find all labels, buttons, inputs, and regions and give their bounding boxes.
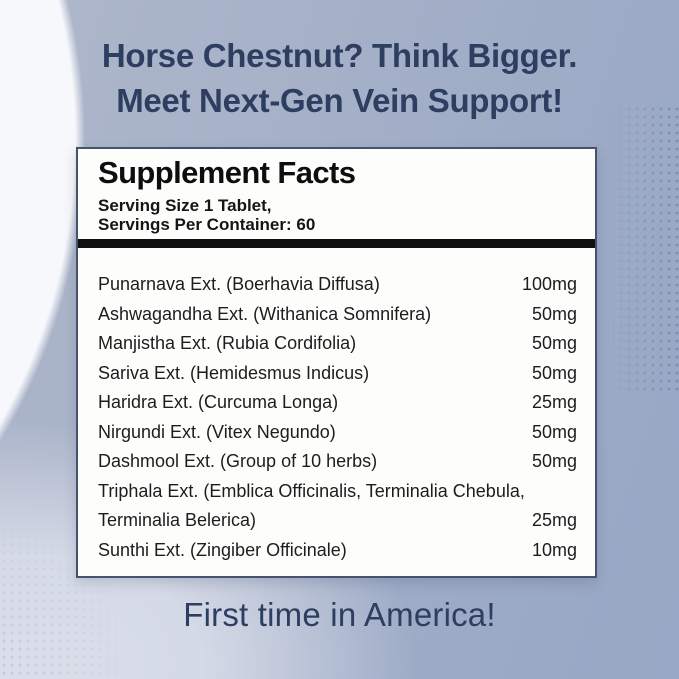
headline-line2: Meet Next-Gen Vein Support! — [116, 82, 563, 119]
ingredient-name: Triphala Ext. (Emblica Officinalis, Term… — [98, 480, 525, 501]
ingredient-amount: 25mg — [531, 392, 577, 413]
supplement-facts-header: Supplement Facts Serving Size 1 Tablet, … — [78, 149, 595, 234]
headline-line1: Horse Chestnut? Think Bigger. — [101, 37, 578, 74]
serving-info: Serving Size 1 Tablet, Servings Per Cont… — [98, 196, 575, 234]
ingredient-name: Nirgundi Ext. (Vitex Negundo) — [98, 421, 336, 442]
ingredient-row: Haridra Ext. (Curcuma Longa) 25mg — [98, 388, 577, 418]
ingredient-amount: 50mg — [531, 303, 577, 324]
ingredient-name: Haridra Ext. (Curcuma Longa) — [98, 392, 339, 413]
ingredient-row: Sunthi Ext. (Zingiber Officinale) 10mg — [98, 536, 577, 566]
ingredient-name: Dashmool Ext. (Group of 10 herbs) — [98, 451, 378, 472]
ingredient-name: Terminalia Belerica) — [98, 510, 257, 531]
ingredient-row: Nirgundi Ext. (Vitex Negundo) 50mg — [98, 418, 577, 448]
ingredient-row: Triphala Ext. (Emblica Officinalis, Term… — [98, 477, 577, 507]
ingredient-name: Sariva Ext. (Hemidesmus Indicus) — [98, 362, 370, 383]
supplement-facts-panel: Supplement Facts Serving Size 1 Tablet, … — [76, 147, 597, 578]
halftone-dots-right — [601, 105, 679, 395]
ingredient-amount: 50mg — [531, 333, 577, 354]
ingredient-amount: 100mg — [521, 274, 577, 295]
supplement-facts-title: Supplement Facts — [98, 155, 356, 190]
ingredient-list: Punarnava Ext. (Boerhavia Diffusa) 100mg… — [98, 270, 577, 565]
ingredient-row: Ashwagandha Ext. (Withanica Somnifera) 5… — [98, 300, 577, 330]
ingredient-amount: 25mg — [531, 510, 577, 531]
servings-per-container-line: Servings Per Container: 60 — [98, 215, 316, 234]
ingredient-name: Punarnava Ext. (Boerhavia Diffusa) — [98, 274, 380, 295]
ingredient-row: Terminalia Belerica) 25mg — [98, 506, 577, 536]
ingredient-name: Ashwagandha Ext. (Withanica Somnifera) — [98, 303, 432, 324]
ingredient-amount: 50mg — [531, 451, 577, 472]
divider-bar — [78, 239, 595, 248]
ingredient-row: Dashmool Ext. (Group of 10 herbs) 50mg — [98, 447, 577, 477]
ingredient-row: Sariva Ext. (Hemidesmus Indicus) 50mg — [98, 359, 577, 389]
serving-size-line: Serving Size 1 Tablet, — [98, 196, 272, 215]
ingredient-amount: 10mg — [531, 539, 577, 560]
headline: Horse Chestnut? Think Bigger. Meet Next-… — [0, 33, 679, 123]
ingredient-row: Punarnava Ext. (Boerhavia Diffusa) 100mg — [98, 270, 577, 300]
ingredient-row: Manjistha Ext. (Rubia Cordifolia) 50mg — [98, 329, 577, 359]
ingredient-name: Manjistha Ext. (Rubia Cordifolia) — [98, 333, 357, 354]
ingredient-amount: 50mg — [531, 421, 577, 442]
ingredient-amount: 50mg — [531, 362, 577, 383]
footer-tagline: First time in America! — [183, 596, 496, 633]
ingredient-name: Sunthi Ext. (Zingiber Officinale) — [98, 539, 347, 560]
